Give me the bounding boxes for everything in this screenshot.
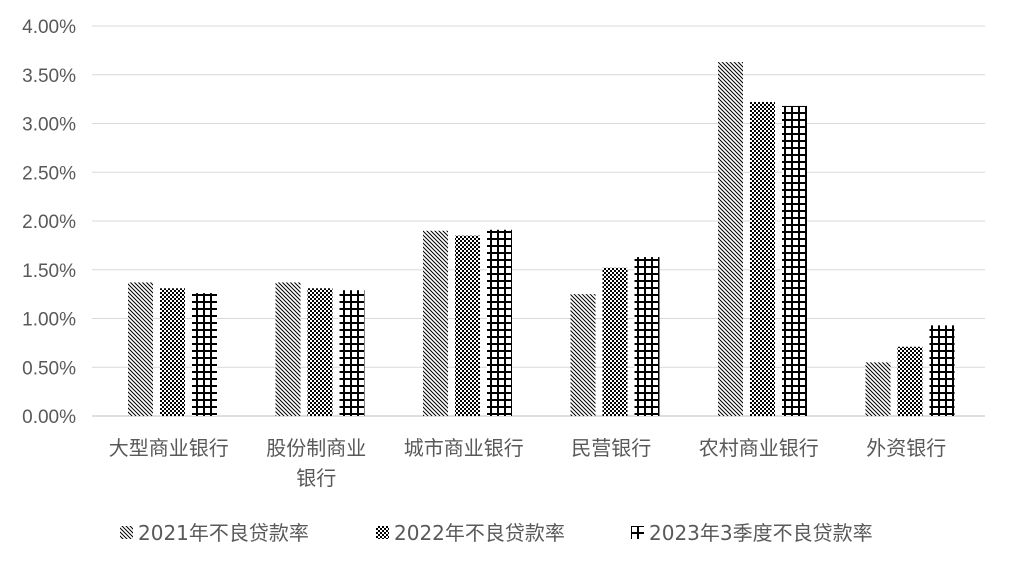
bar-grid: [487, 229, 512, 416]
y-tick-label: 3.50%: [22, 66, 76, 87]
bar-checker: [602, 267, 628, 416]
category-label: 城市商业银行: [404, 436, 524, 460]
y-tick-label: 3.00%: [22, 115, 76, 136]
category-label: 股份制商业: [266, 436, 366, 460]
bar-grid: [634, 257, 660, 416]
legend-label: 2023年3季度不良贷款率: [649, 521, 873, 545]
category-label: 银行: [296, 466, 336, 490]
bar-diagonal: [423, 230, 448, 416]
legend-swatch-diagonal: [120, 526, 133, 539]
y-tick-label: 2.50%: [22, 163, 76, 184]
bar-diagonal: [570, 294, 596, 416]
bar-diagonal: [865, 362, 891, 416]
bar-checker: [307, 288, 333, 416]
legend-swatch-grid: [631, 526, 644, 539]
bar-grid: [339, 290, 365, 416]
y-axis-tick-labels: 0.00% 0.50% 1.00% 1.50% 2.00% 2.50% 3.00% 3.50%…: [22, 17, 76, 428]
category-label: 民营银行: [571, 436, 651, 460]
category-label: 外资银行: [866, 436, 946, 460]
legend: 2021年不良贷款率 2022年不良贷款率 2023年3季度不良贷款率: [120, 521, 873, 545]
y-tick-label: 2.00%: [22, 212, 76, 233]
bar-checker: [750, 102, 775, 417]
bar-checker: [897, 346, 923, 416]
gridlines: [92, 25, 985, 417]
bar-diagonal: [128, 282, 153, 416]
bar-grid: [929, 325, 955, 416]
bar-diagonal: [275, 282, 301, 416]
bar-diagonal: [718, 62, 743, 416]
legend-label: 2021年不良贷款率: [138, 521, 309, 545]
bar-grid: [192, 293, 217, 416]
category-label: 农村商业银行: [699, 436, 819, 460]
legend-label: 2022年不良贷款率: [394, 521, 565, 545]
bars: [128, 62, 955, 417]
y-tick-label: 0.50%: [22, 358, 76, 379]
y-tick-label: 1.50%: [22, 261, 76, 282]
y-tick-label: 1.00%: [22, 310, 76, 331]
category-label: 大型商业银行: [109, 436, 229, 460]
bar-checker: [455, 235, 480, 416]
legend-swatch-checker: [376, 526, 389, 539]
bar-grid: [782, 105, 807, 416]
y-tick-label: 4.00%: [22, 17, 76, 38]
y-tick-label: 0.00%: [22, 407, 76, 428]
bar-checker: [160, 288, 185, 416]
